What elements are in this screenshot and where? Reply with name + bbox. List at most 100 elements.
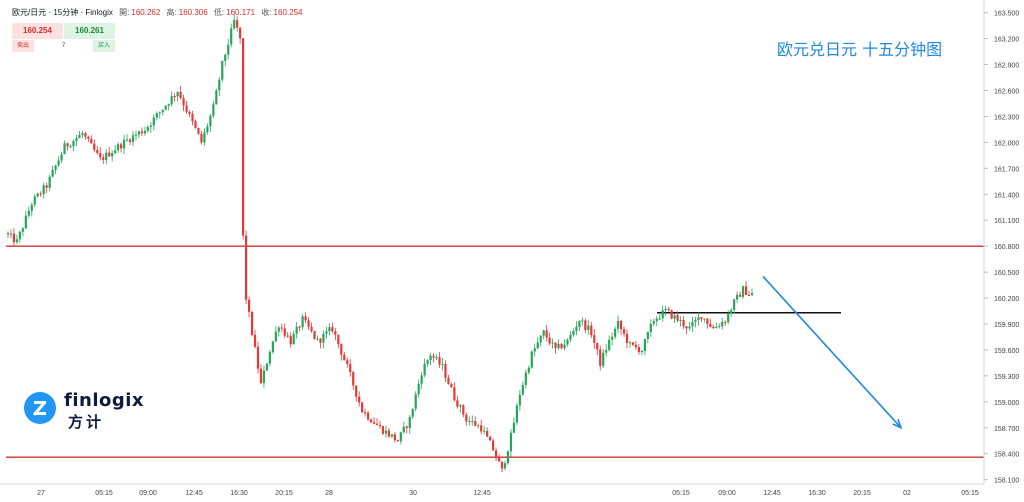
candle-body [343,354,346,361]
candle-body [551,342,554,344]
candle-body [724,321,727,323]
candle-body [730,309,733,314]
candle-body [390,434,394,437]
price-tick-label: 163.500 [994,11,1019,18]
candle-body [497,457,501,462]
candle-body [736,294,739,300]
candle-body [96,149,99,153]
price-tick-label: 159.600 [994,348,1019,355]
candle-body [117,144,120,151]
price-tick-label: 160.800 [994,244,1019,251]
arrow-shaft [762,275,902,429]
candle-body [384,430,388,434]
candle-body [218,79,221,91]
buy-price-button[interactable]: 160.261 [64,23,115,39]
candle-body [128,139,132,142]
candle-body [545,330,548,338]
candle-body [622,329,626,334]
candle-body [631,342,635,345]
candle-body [741,286,745,297]
candle-body [125,139,129,141]
price-tick-label: 161.100 [994,218,1019,225]
buy-button[interactable]: 买入 [93,40,115,52]
price-tick-label: 162.000 [994,140,1019,147]
candle-body [170,96,173,105]
candle-body [146,126,149,131]
candle-body [494,450,498,458]
candle-body [203,132,206,143]
candle-body [569,334,572,340]
time-tick-label: 05:15 [672,490,690,497]
candle-body [530,351,533,368]
time-axis: 27 05:15 09:00 12:45 16:30 20:15 28 30 12:45 05:1… [0,483,984,497]
candle-body [352,372,355,386]
candle-body [307,320,310,327]
candle-body [468,421,471,423]
candle-body [42,185,45,194]
sell-price-button[interactable]: 160.254 [12,23,63,39]
candle-body [316,338,319,340]
symbol-label: 欧元/日元 · 15分钟 · Finlogix [12,8,113,17]
candle-body [733,299,736,310]
candle-body [149,125,152,127]
price-tick-label: 159.000 [994,400,1019,407]
candle-body [206,126,209,133]
candle-body [289,335,292,345]
candle-body [557,343,560,349]
quantity-input[interactable]: 7 [35,40,92,52]
candle-body [643,339,646,352]
price-tick-label: 159.300 [994,374,1019,381]
time-tick-label: 09:00 [718,490,736,497]
candle-body [9,233,13,235]
candle-body [700,317,703,320]
candle-body [715,326,718,329]
time-tick-label: 27 [37,490,45,497]
candle-body [152,117,155,126]
time-tick-label: 02 [903,490,911,497]
price-tick-label: 162.600 [994,88,1019,95]
candle-body [298,326,301,328]
candle-body [542,330,545,336]
candle-body [334,331,337,335]
candle-body [429,355,432,361]
candle-body [268,351,271,364]
time-tick-label: 28 [325,490,333,497]
candle-body [114,150,117,154]
candle-body [691,321,694,327]
price-tick-label: 162.300 [994,114,1019,121]
logo-wordmark: finlogix [64,390,145,411]
candle-body [12,233,16,243]
finlogix-logo: finlogix 方计 [24,390,149,432]
candle-body [325,331,328,334]
candle-body [438,357,441,365]
candle-body [652,321,655,324]
candle-body [310,326,313,332]
candle-body [747,295,751,297]
time-tick-label: 12:45 [763,490,781,497]
candle-body [456,400,459,407]
candle-body [15,239,19,243]
time-tick-label: 05:15 [961,490,979,497]
candle-body [655,318,658,322]
candle-body [239,27,242,39]
candle-body [358,396,361,403]
candle-body [471,421,474,423]
candle-body [465,414,468,422]
candle-body [253,334,257,347]
candle-body [340,344,343,355]
sell-button[interactable]: 卖出 [12,40,34,52]
candle-body [611,336,614,340]
candle-body [605,350,608,353]
price-tick-label: 158.100 [994,478,1019,485]
candle-body [706,318,709,324]
candle-body [322,333,325,343]
candle-body [164,105,167,110]
candle-body [194,121,197,128]
trade-widget: 160.254 160.261 卖出 7 买入 [12,23,115,54]
price-tick-label: 161.400 [994,192,1019,199]
candle-body [102,157,105,160]
time-tick-label: 12:45 [473,490,491,497]
candle-body [417,383,420,395]
candle-body [60,154,63,161]
